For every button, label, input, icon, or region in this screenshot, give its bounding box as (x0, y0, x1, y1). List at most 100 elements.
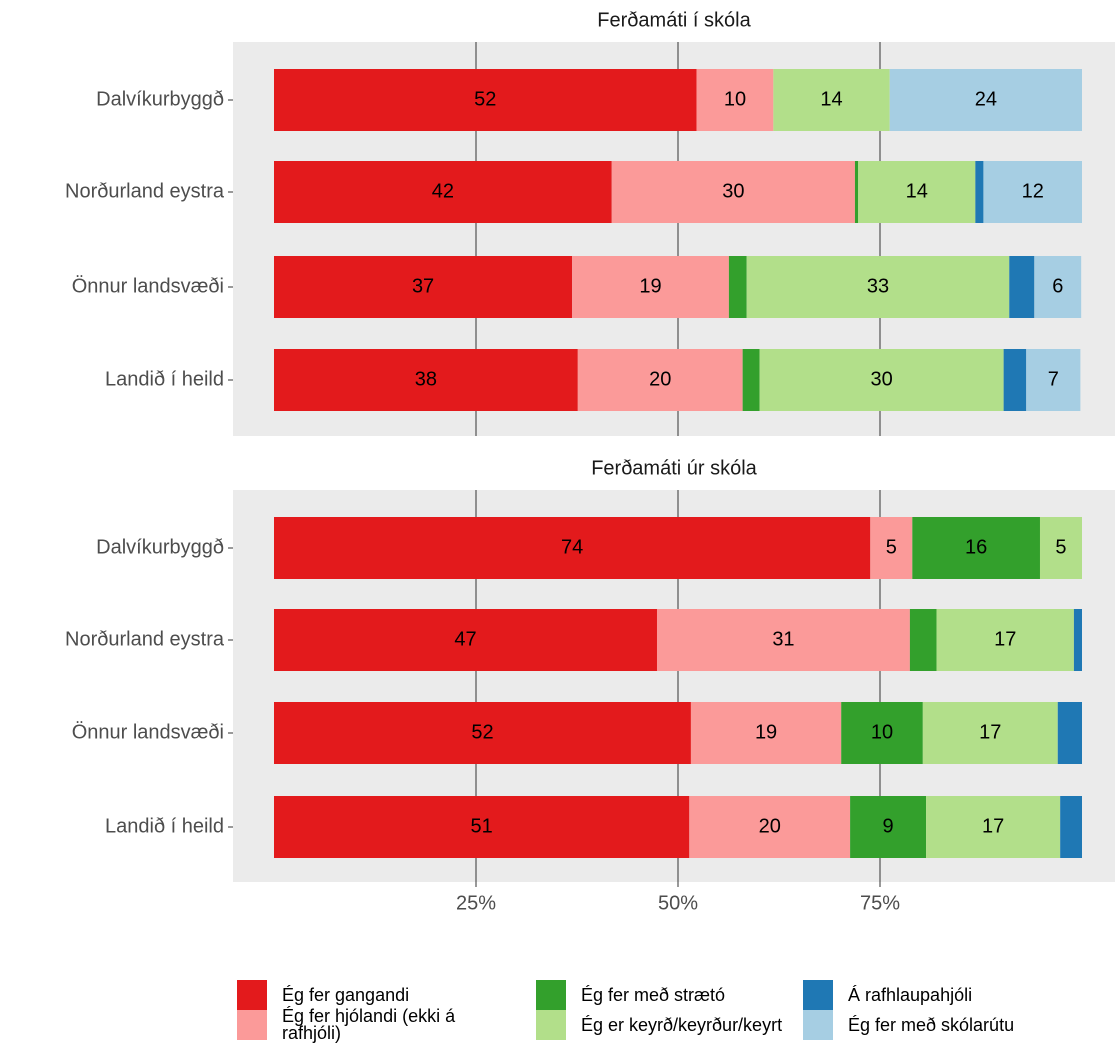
bar-segment (1026, 349, 1081, 411)
data-label: 19 (639, 275, 661, 297)
x-tick-label: 75% (860, 892, 900, 914)
x-tick-label: 25% (456, 892, 496, 914)
bar-segment (1060, 796, 1082, 858)
data-label: 14 (906, 180, 928, 202)
data-label: 42 (432, 180, 454, 202)
data-label: 33 (867, 275, 889, 297)
x-tick-label: 50% (658, 892, 698, 914)
data-label: 30 (870, 368, 892, 390)
data-label: 24 (975, 88, 997, 110)
bar-segment (889, 69, 1082, 131)
data-label: 74 (561, 536, 583, 558)
legend-key (803, 1010, 833, 1040)
bar-segment (742, 349, 760, 411)
y-tick-label: Dalvíkurbyggð (96, 536, 224, 558)
data-label: 5 (1055, 536, 1066, 558)
legend-label: Ég fer gangandi (282, 984, 410, 1005)
legend-key (536, 980, 566, 1010)
data-label: 14 (820, 88, 842, 110)
data-label: 6 (1052, 275, 1063, 297)
data-label: 17 (982, 815, 1004, 837)
legend-item: Ég fer hjólandi (ekki á rafhjóli) (237, 1006, 536, 1043)
bar-segment (912, 517, 1040, 579)
legend-key (237, 980, 267, 1010)
legend-label: Ég fer hjólandi (ekki á rafhjóli) (282, 1006, 456, 1043)
data-label: 37 (412, 275, 434, 297)
bar-segment (274, 161, 612, 223)
y-tick-label: Önnur landsvæði (72, 721, 224, 743)
chart: Ferðamáti í skóla Dalvíkurbyggð 52 10 14 24 No… (65, 9, 1115, 914)
data-label: 30 (722, 180, 744, 202)
y-tick-label: Dalvíkurbyggð (96, 88, 224, 110)
bar-segment (611, 161, 855, 223)
panel-title: Ferðamáti í skóla (597, 9, 751, 31)
y-tick-label: Norðurland eystra (65, 628, 225, 650)
data-label: 9 (883, 815, 894, 837)
bar-segment (274, 796, 690, 858)
bar-segment (1034, 256, 1082, 318)
bar-segment (274, 256, 573, 318)
legend-key (803, 980, 833, 1010)
legend-label: Ég er keyrð/keyrður/keyrt (581, 1014, 783, 1035)
bar-segment (773, 69, 890, 131)
bar-segment (656, 609, 910, 671)
data-label: 31 (772, 628, 794, 650)
legend-key (237, 1010, 267, 1040)
data-label: 5 (886, 536, 897, 558)
data-label: 20 (649, 368, 671, 390)
bar-segment (841, 702, 923, 764)
data-label: 17 (979, 721, 1001, 743)
bar-segment (1039, 517, 1082, 579)
data-label: 12 (1022, 180, 1044, 202)
bar-segment (1009, 256, 1035, 318)
data-label: 16 (965, 536, 987, 558)
bar-segment (850, 796, 927, 858)
bar-segment (922, 702, 1058, 764)
legend-item: Ég fer gangandi (237, 980, 536, 1010)
bar-segment (274, 349, 578, 411)
legend-item: Ég fer með skólarútu (803, 1010, 1083, 1040)
bar-segment (577, 349, 743, 411)
bar-segment (870, 517, 913, 579)
bar-segment (759, 349, 1004, 411)
legend-label: Ég fer með skólarútu (848, 1014, 1015, 1035)
bar-segment (854, 161, 859, 223)
bar-segment (689, 796, 851, 858)
legend-key (536, 1010, 566, 1040)
data-label: 20 (759, 815, 781, 837)
data-label: 52 (474, 88, 496, 110)
y-tick-label: Landið í heild (105, 815, 224, 837)
data-label: 10 (724, 88, 746, 110)
y-tick-label: Norðurland eystra (65, 180, 225, 202)
bar-segment (696, 69, 774, 131)
legend-label: Á rafhlaupahjóli (848, 984, 973, 1005)
data-label: 51 (471, 815, 493, 837)
bar-segment (858, 161, 976, 223)
data-label: 10 (871, 721, 893, 743)
data-label: 52 (471, 721, 493, 743)
data-label: 38 (415, 368, 437, 390)
bar-segment (572, 256, 729, 318)
legend-item: Ég er keyrð/keyrður/keyrt (536, 1010, 803, 1040)
bar-segment (1003, 349, 1027, 411)
bar-segment (274, 69, 697, 131)
bar-segment (1057, 702, 1082, 764)
bar-segment (1073, 609, 1082, 671)
bar-segment (274, 609, 657, 671)
legend-item: Ég fer með strætó (536, 980, 803, 1010)
data-label: 47 (454, 628, 476, 650)
bar-segment (926, 796, 1061, 858)
data-label: 7 (1048, 368, 1059, 390)
legend: Ég fer gangandi Ég fer hjólandi (ekki á r… (237, 980, 1083, 1043)
legend-item: Á rafhlaupahjóli (803, 980, 1083, 1010)
bar-segment (909, 609, 937, 671)
bar-segment (936, 609, 1074, 671)
bar-segment (274, 702, 691, 764)
data-label: 17 (994, 628, 1016, 650)
bar-segment (690, 702, 842, 764)
bar-segment (274, 517, 871, 579)
bar-segment (728, 256, 747, 318)
y-tick-label: Landið í heild (105, 368, 224, 390)
legend-label: Ég fer með strætó (581, 984, 726, 1005)
